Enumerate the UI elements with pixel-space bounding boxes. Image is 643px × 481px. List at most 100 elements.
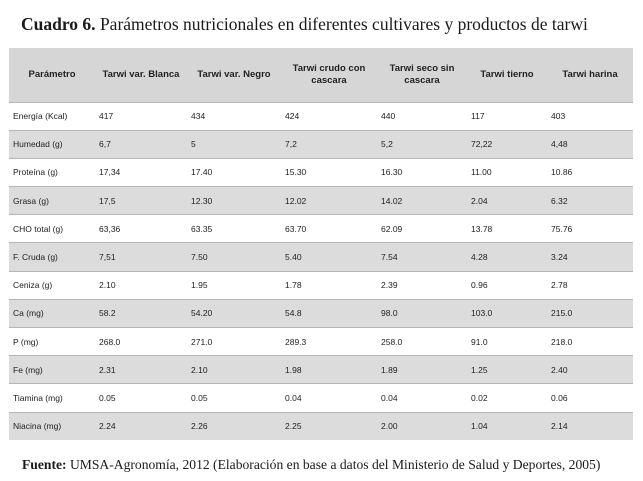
value-cell: 7.54: [381, 252, 398, 263]
value-cell: 2.24: [99, 421, 116, 432]
value-cell: 12.02: [285, 195, 307, 206]
value-cell: 17,34: [99, 167, 121, 178]
value-cell: 13.78: [471, 223, 493, 234]
header-cell: Parámetro: [28, 68, 76, 80]
value-cell: 2.10: [191, 364, 208, 375]
value-cell: 17,5: [99, 195, 116, 206]
table-row: Energía (Kcal) 417 434 424 440 117 403: [9, 102, 633, 131]
row-label-cell: Niacina (mg): [13, 421, 62, 432]
value-cell: 5.40: [285, 252, 302, 263]
value-cell: 0.05: [191, 392, 208, 403]
source-label: Fuente:: [22, 457, 67, 472]
value-cell: 62.09: [381, 223, 403, 234]
value-cell: 1.89: [381, 364, 398, 375]
value-cell: 15.30: [285, 167, 307, 178]
value-cell: 2.31: [99, 364, 116, 375]
header-cell: Tarwi seco sin cascara: [389, 62, 455, 86]
row-label-cell: Energía (Kcal): [13, 111, 68, 122]
value-cell: 271.0: [191, 336, 213, 347]
table-body: Energía (Kcal) 417 434 424 440 117 403 Humedad …: [9, 102, 633, 441]
value-cell: 54.8: [285, 308, 302, 319]
header-cell: Tarwi crudo con cascara: [292, 62, 366, 86]
value-cell: 5,2: [381, 139, 393, 150]
value-cell: 1.98: [285, 364, 302, 375]
value-cell: 0.04: [381, 392, 398, 403]
value-cell: 2.04: [471, 195, 488, 206]
value-cell: 6.32: [551, 195, 568, 206]
row-label-cell: Grasa (g): [13, 195, 49, 206]
value-cell: 54.20: [191, 308, 213, 319]
table-row: CHO total (g) 63,36 63.35 63.70 62.09 13.78 75…: [9, 214, 633, 243]
value-cell: 1.78: [285, 280, 302, 291]
table-row: Ca (mg) 58.2 54.20 54.8 98.0 103.0 215.0: [9, 299, 633, 328]
table-caption: Cuadro 6. Parámetros nutricionales en di…: [21, 14, 588, 35]
value-cell: 258.0: [381, 336, 403, 347]
value-cell: 403: [551, 111, 566, 122]
row-label-cell: CHO total (g): [13, 223, 64, 234]
value-cell: 16.30: [381, 167, 403, 178]
table-row: Grasa (g) 17,5 12.30 12.02 14.02 2.04 6.32: [9, 186, 633, 215]
row-label-cell: Fe (mg): [13, 364, 43, 375]
table-row: Fe (mg) 2.31 2.10 1.98 1.89 1.25 2.40: [9, 355, 633, 384]
row-label-cell: F. Cruda (g): [13, 252, 58, 263]
table-header: Parámetro Tarwi var. Blanca Tarwi var. N…: [9, 48, 633, 102]
value-cell: 1.95: [191, 280, 208, 291]
value-cell: 3.24: [551, 252, 568, 263]
value-cell: 0.06: [551, 392, 568, 403]
value-cell: 4,48: [551, 139, 568, 150]
value-cell: 5: [191, 139, 196, 150]
value-cell: 434: [191, 111, 206, 122]
value-cell: 91.0: [471, 336, 488, 347]
row-label-cell: P (mg): [13, 336, 39, 347]
value-cell: 440: [381, 111, 396, 122]
value-cell: 63.35: [191, 223, 213, 234]
value-cell: 2.78: [551, 280, 568, 291]
value-cell: 1.04: [471, 421, 488, 432]
value-cell: 6,7: [99, 139, 111, 150]
value-cell: 289.3: [285, 336, 307, 347]
value-cell: 7.50: [191, 252, 208, 263]
value-cell: 98.0: [381, 308, 398, 319]
table-row: P (mg) 268.0 271.0 289.3 258.0 91.0 218.0: [9, 327, 633, 356]
value-cell: 14.02: [381, 195, 403, 206]
row-label-cell: Tiamina (mg): [13, 392, 63, 403]
nutrition-table-container: Parámetro Tarwi var. Blanca Tarwi var. N…: [9, 48, 633, 441]
value-cell: 2.40: [551, 364, 568, 375]
value-cell: 12.30: [191, 195, 213, 206]
value-cell: 2.14: [551, 421, 568, 432]
value-cell: 4.28: [471, 252, 488, 263]
value-cell: 0.02: [471, 392, 488, 403]
value-cell: 75.76: [551, 223, 573, 234]
value-cell: 0.96: [471, 280, 488, 291]
value-cell: 2.39: [381, 280, 398, 291]
table-row: Proteína (g) 17,34 17.40 15.30 16.30 11.00 10.…: [9, 158, 633, 187]
row-label-cell: Humedad (g): [13, 139, 63, 150]
row-label-cell: Ceniza (g): [13, 280, 53, 291]
value-cell: 103.0: [471, 308, 493, 319]
value-cell: 72,22: [471, 139, 493, 150]
value-cell: 215.0: [551, 308, 573, 319]
nutrition-table: Parámetro Tarwi var. Blanca Tarwi var. N…: [9, 48, 633, 441]
header-cell: Tarwi var. Blanca: [102, 68, 180, 80]
value-cell: 58.2: [99, 308, 116, 319]
value-cell: 63,36: [99, 223, 121, 234]
row-label-cell: Proteína (g): [13, 167, 58, 178]
value-cell: 2.26: [191, 421, 208, 432]
row-label-cell: Ca (mg): [13, 308, 44, 319]
value-cell: 117: [471, 111, 485, 122]
caption-label: Cuadro 6.: [21, 14, 96, 34]
table-row: Humedad (g) 6,7 5 7,2 5,2 72,22 4,48: [9, 130, 633, 159]
value-cell: 2.10: [99, 280, 116, 291]
table-row: F. Cruda (g) 7,51 7.50 5.40 7.54 4.28 3.24: [9, 242, 633, 272]
value-cell: 2.00: [381, 421, 398, 432]
value-cell: 1.25: [471, 364, 488, 375]
table-row: Tiamina (mg) 0.05 0.05 0.04 0.04 0.02 0.06: [9, 383, 633, 413]
value-cell: 11.00: [471, 167, 492, 178]
header-cell: Tarwi harina: [562, 68, 618, 80]
header-row: Parámetro Tarwi var. Blanca Tarwi var. N…: [9, 48, 633, 102]
value-cell: 417: [99, 111, 114, 122]
value-cell: 218.0: [551, 336, 573, 347]
header-cell: Tarwi var. Negro: [197, 68, 271, 80]
table-row: Niacina (mg) 2.24 2.26 2.25 2.00 1.04 2.14: [9, 412, 633, 441]
value-cell: 17.40: [191, 167, 213, 178]
